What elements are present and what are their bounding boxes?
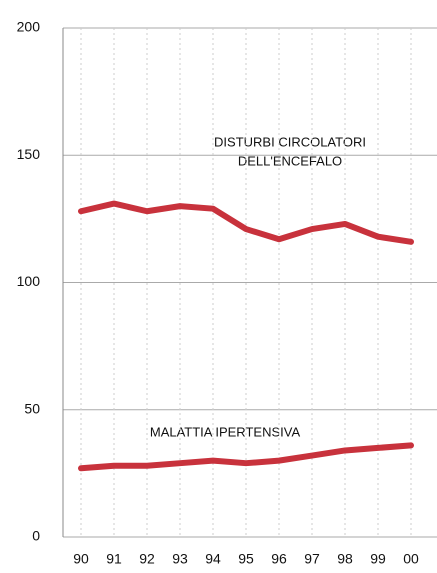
x-tick-label: 95 [238, 551, 254, 567]
x-tick-label: 92 [139, 551, 155, 567]
y-tick-label: 200 [17, 19, 41, 35]
annotation: MALATTIA IPERTENSIVA [150, 424, 301, 439]
series-line [78, 442, 414, 472]
x-tick-label: 97 [304, 551, 320, 567]
x-tick-label: 99 [370, 551, 386, 567]
y-tick-label: 50 [24, 400, 40, 416]
x-tick-label: 96 [271, 551, 287, 567]
x-tick-label: 00 [403, 551, 419, 567]
x-tick-label: 98 [337, 551, 353, 567]
x-tick-label: 90 [73, 551, 89, 567]
series-line [78, 200, 414, 245]
x-tick-label: 93 [172, 551, 188, 567]
annotation: DELL'ENCEFALO [238, 153, 342, 168]
x-tick-label: 94 [205, 551, 221, 567]
annotation: DISTURBI CIRCOLATORI [214, 134, 366, 149]
y-tick-label: 150 [17, 146, 41, 162]
y-tick-label: 100 [17, 273, 41, 289]
x-tick-label: 91 [106, 551, 122, 567]
y-tick-label: 0 [32, 528, 40, 544]
